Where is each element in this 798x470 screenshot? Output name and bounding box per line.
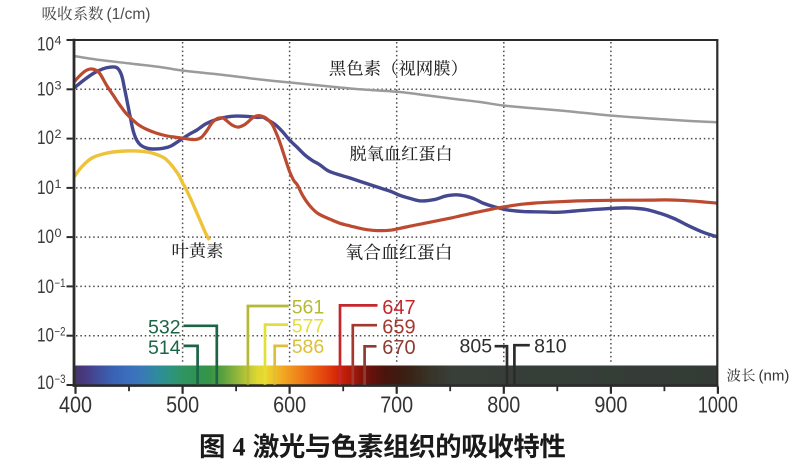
- svg-text:670: 670: [382, 337, 415, 359]
- svg-text:400: 400: [59, 392, 92, 418]
- svg-text:10: 10: [37, 226, 54, 248]
- svg-text:3: 3: [55, 80, 62, 92]
- svg-text:532: 532: [148, 317, 181, 339]
- svg-text:514: 514: [148, 337, 181, 359]
- svg-text:4: 4: [233, 433, 246, 462]
- svg-text:10: 10: [37, 324, 54, 346]
- svg-text:−2: −2: [55, 326, 66, 338]
- svg-text:2: 2: [55, 129, 62, 141]
- svg-text:−3: −3: [55, 374, 66, 386]
- svg-text:4: 4: [55, 35, 63, 47]
- svg-text:561: 561: [292, 296, 325, 318]
- svg-text:−1: −1: [55, 278, 66, 290]
- svg-text:10: 10: [37, 372, 54, 394]
- svg-text:10: 10: [37, 127, 54, 149]
- svg-text:(1/cm): (1/cm): [107, 6, 151, 23]
- svg-text:(nm): (nm): [759, 368, 790, 385]
- svg-text:10: 10: [37, 78, 54, 100]
- svg-text:659: 659: [382, 317, 415, 339]
- svg-text:800: 800: [487, 392, 520, 418]
- svg-text:500: 500: [166, 392, 199, 418]
- svg-text:10: 10: [37, 177, 54, 199]
- svg-text:805: 805: [460, 336, 493, 358]
- svg-text:1000: 1000: [698, 392, 738, 418]
- svg-text:810: 810: [534, 336, 567, 358]
- svg-text:0: 0: [55, 228, 62, 240]
- svg-text:1: 1: [55, 179, 62, 191]
- svg-text:586: 586: [292, 336, 325, 358]
- svg-text:600: 600: [273, 392, 306, 418]
- svg-text:700: 700: [380, 392, 413, 418]
- svg-text:900: 900: [594, 392, 627, 418]
- svg-text:577: 577: [292, 316, 325, 338]
- svg-text:10: 10: [37, 33, 54, 55]
- svg-text:10: 10: [37, 276, 54, 298]
- svg-text:647: 647: [382, 297, 415, 319]
